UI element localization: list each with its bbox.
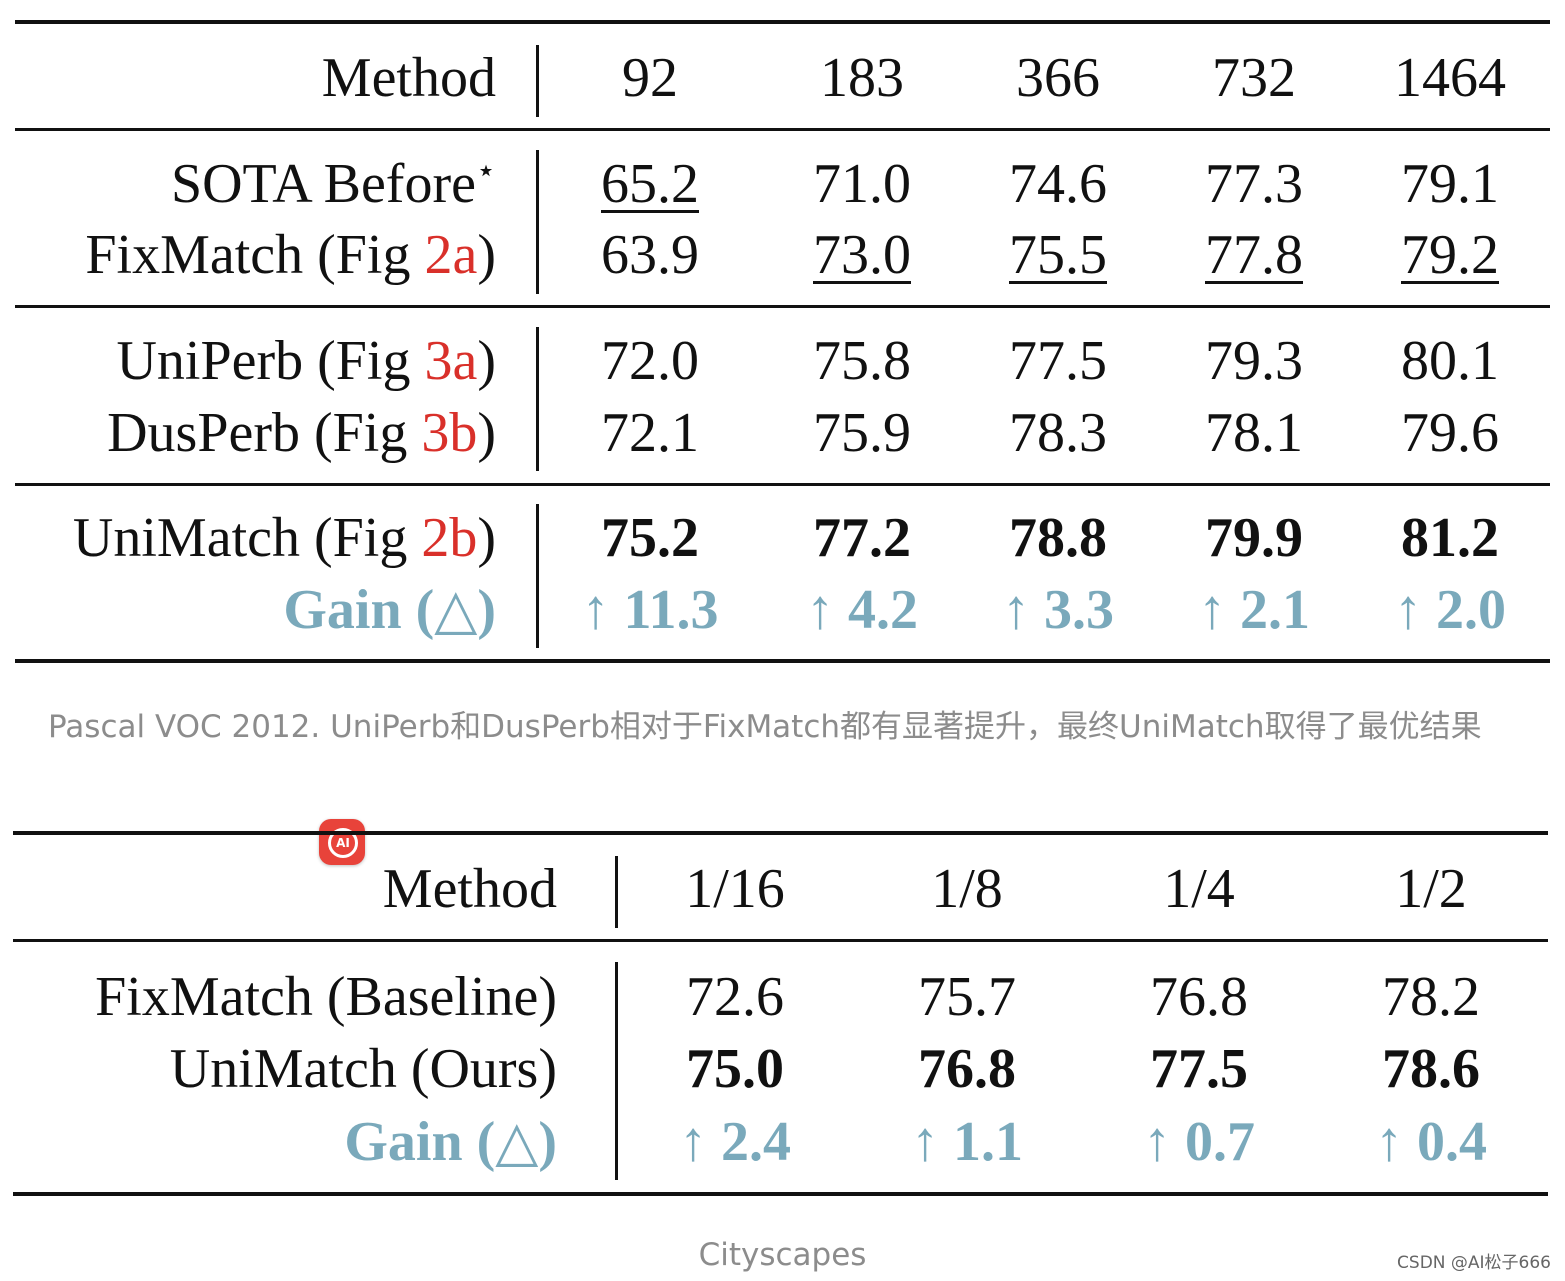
column-divider [615,962,618,1180]
figure-ref: 2a [424,224,478,286]
gain-cell: ↑ 0.7 [1143,1111,1255,1173]
row-method: FixMatch (Fig 2a) [85,224,496,286]
value-cell: 65.2 [601,153,699,215]
ai-assistant-button[interactable]: AI [319,819,365,865]
value-cell: 78.1 [1205,402,1303,464]
gain-label: Gain (△) [344,1111,557,1173]
value-cell: 76.8 [1150,966,1248,1028]
row-method: UniMatch (Fig 2b) [72,507,496,569]
value-cell: 80.1 [1401,330,1499,392]
header-col: 1/4 [1163,858,1235,920]
value-cell: 79.2 [1401,224,1499,286]
header-col: 1/2 [1395,858,1467,920]
header-col: 183 [820,47,904,109]
header-rule [15,128,1550,131]
header-method: Method [382,858,557,920]
row-method: DusPerb (Fig 3b) [107,402,496,464]
gain-cell: ↑ 2.4 [679,1111,791,1173]
value-cell: 76.8 [918,1038,1016,1100]
caption-cityscapes: Cityscapes [698,1237,867,1273]
group-rule [15,483,1550,486]
column-divider [615,856,618,928]
watermark: CSDN @AI松子666 [1397,1253,1551,1273]
top-rule [15,20,1550,24]
figure-ref: 2b [421,507,478,569]
value-cell: 78.3 [1009,402,1107,464]
gain-cell: ↑ 11.3 [581,579,719,641]
column-divider [536,45,539,117]
value-cell: 79.3 [1205,330,1303,392]
value-cell: 71.0 [813,153,911,215]
bottom-rule [15,659,1550,663]
value-cell: 63.9 [601,224,699,286]
gain-cell: ↑ 2.1 [1198,579,1310,641]
header-col: 1/16 [685,858,785,920]
value-cell: 75.2 [601,507,699,569]
header-method: Method [321,47,496,109]
figure-ref: 3b [421,402,478,464]
gain-cell: ↑ 4.2 [806,579,918,641]
value-cell: 77.3 [1205,153,1303,215]
value-cell: 75.0 [686,1038,784,1100]
row-method: FixMatch (Baseline) [95,966,557,1028]
ai-icon: AI [328,828,358,858]
value-cell: 72.1 [601,402,699,464]
header-col: 1/8 [931,858,1003,920]
value-cell: 72.6 [686,966,784,1028]
header-col: 1464 [1394,47,1506,109]
value-cell: 75.7 [918,966,1016,1028]
value-cell: 77.5 [1150,1038,1248,1100]
gain-cell: ↑ 2.0 [1394,579,1506,641]
value-cell: 77.5 [1009,330,1107,392]
value-cell: 75.5 [1009,224,1107,286]
value-cell: 75.8 [813,330,911,392]
group-rule [15,305,1550,308]
row-method: UniMatch (Ours) [169,1038,557,1100]
value-cell: 74.6 [1009,153,1107,215]
value-cell: 79.6 [1401,402,1499,464]
gain-cell: ↑ 0.4 [1375,1111,1487,1173]
column-divider [536,150,539,294]
header-rule [13,939,1548,942]
value-cell: 72.0 [601,330,699,392]
value-cell: 81.2 [1401,507,1499,569]
gain-label: Gain (△) [283,579,496,641]
value-cell: 77.2 [813,507,911,569]
value-cell: 79.1 [1401,153,1499,215]
value-cell: 75.9 [813,402,911,464]
column-divider [536,504,539,648]
gain-cell: ↑ 1.1 [911,1111,1023,1173]
column-divider [536,327,539,471]
row-method: SOTA Before⋆ [170,152,496,215]
header-col: 92 [622,47,678,109]
value-cell: 78.8 [1009,507,1107,569]
top-rule [13,831,1548,835]
bottom-rule [13,1192,1548,1196]
value-cell: 78.2 [1382,966,1480,1028]
value-cell: 78.6 [1382,1038,1480,1100]
figure-ref: 3a [424,330,478,392]
gain-cell: ↑ 3.3 [1002,579,1114,641]
value-cell: 73.0 [813,224,911,286]
value-cell: 77.8 [1205,224,1303,286]
row-method: UniPerb (Fig 3a) [116,330,496,392]
header-col: 732 [1212,47,1296,109]
header-col: 366 [1016,47,1100,109]
caption-pascal-voc: Pascal VOC 2012. UniPerb和DusPerb相对于FixMa… [48,709,1482,745]
value-cell: 79.9 [1205,507,1303,569]
